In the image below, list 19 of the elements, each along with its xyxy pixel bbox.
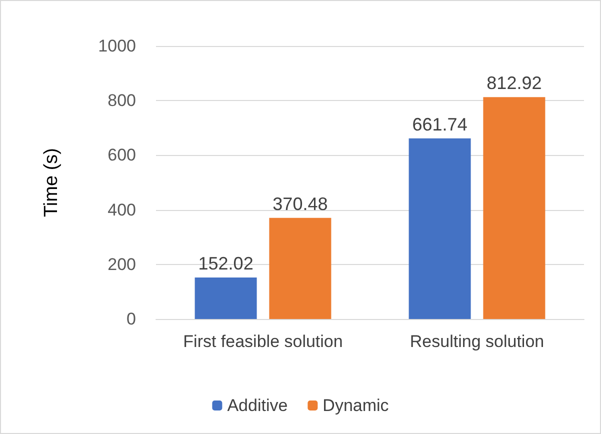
data-label: 661.74: [412, 114, 468, 134]
y-tick-label: 800: [108, 91, 136, 110]
data-label: 812.92: [486, 73, 542, 94]
data-label: 370.48: [272, 194, 328, 214]
bar: [269, 218, 332, 319]
data-label: 152.02: [198, 254, 254, 274]
y-tick-label: 0: [126, 310, 136, 328]
y-tick-label: 400: [108, 200, 136, 220]
legend-label: Dynamic: [322, 396, 390, 415]
x-tick-label: First feasible solution: [183, 332, 343, 351]
bar: [194, 278, 257, 319]
y-axis-title: Time (s): [41, 148, 62, 217]
legend-label: Additive: [227, 396, 288, 415]
x-tick-label: Resulting solution: [410, 332, 544, 351]
bar: [408, 138, 471, 319]
y-tick-label: 600: [108, 146, 136, 165]
y-tick-label: 1000: [98, 36, 136, 56]
bar: [483, 97, 546, 319]
y-tick-label: 200: [108, 254, 136, 274]
